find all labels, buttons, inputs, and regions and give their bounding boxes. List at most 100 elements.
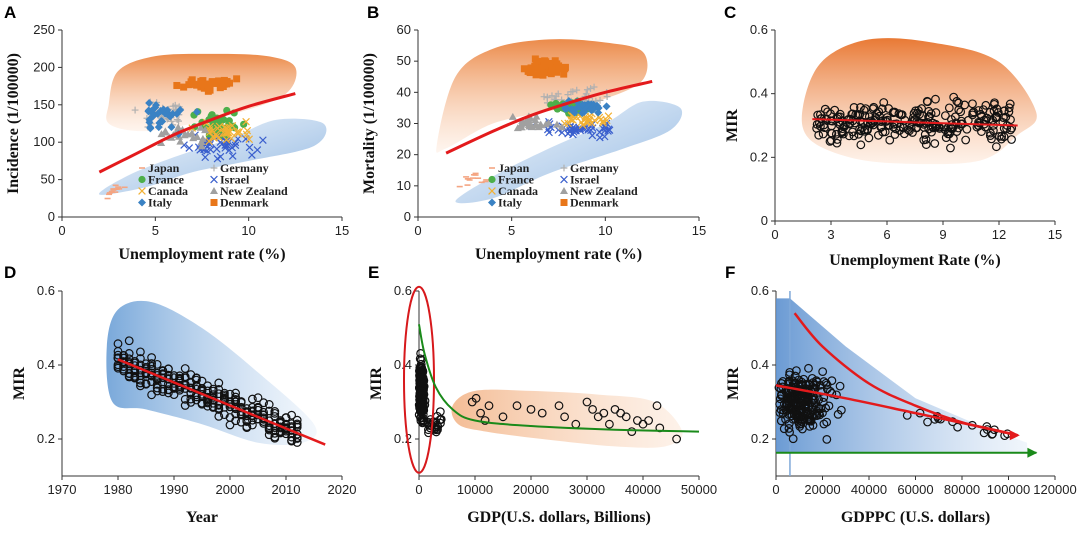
y-tick-label: 0.2 <box>394 431 412 446</box>
arrowhead-green <box>1027 447 1038 458</box>
data-point <box>804 363 813 373</box>
data-point-denmark <box>545 59 553 67</box>
legend-label-france: France <box>498 173 535 187</box>
data-point <box>927 127 936 137</box>
data-point <box>652 401 662 411</box>
x-tick-label: 0 <box>415 482 422 497</box>
data-point <box>940 111 950 121</box>
y-tick-label: 100 <box>33 134 55 149</box>
legend-marker-canada <box>138 187 146 195</box>
data-point <box>895 122 905 132</box>
x-tick-label: 60000 <box>897 482 933 497</box>
data-point <box>124 336 134 346</box>
data-point <box>287 410 297 420</box>
data-point <box>986 128 995 138</box>
data-point-italy <box>587 100 596 109</box>
data-point <box>782 393 792 403</box>
data-point <box>259 398 269 408</box>
y-tick-label: 0.4 <box>750 86 768 101</box>
data-point-israel <box>601 124 610 132</box>
data-point-germany <box>587 85 594 92</box>
x-tick-label: 1970 <box>48 482 77 497</box>
data-point-israel <box>570 128 578 136</box>
data-point <box>124 359 134 369</box>
data-point <box>214 378 224 388</box>
data-point-denmark <box>540 62 548 70</box>
data-point <box>793 416 803 426</box>
arrowhead-red <box>1009 430 1020 441</box>
y-tick-label: 150 <box>33 97 55 112</box>
data-point-italy <box>578 100 587 109</box>
data-point <box>197 376 207 386</box>
data-point <box>919 123 929 132</box>
data-point <box>856 140 866 150</box>
data-point <box>997 131 1007 141</box>
x-tick-label: 15 <box>335 223 349 238</box>
data-point <box>484 401 494 411</box>
data-point <box>231 392 241 402</box>
data-point-canada <box>235 128 244 136</box>
data-point <box>417 373 427 383</box>
data-point <box>163 364 173 374</box>
data-point <box>225 420 235 430</box>
x-tick-label: 0 <box>58 223 65 238</box>
data-point-newzealand <box>557 123 566 131</box>
data-point-denmark <box>539 71 547 79</box>
x-tick-label: 80000 <box>944 482 980 497</box>
data-point <box>418 391 427 401</box>
data-point <box>231 409 241 419</box>
data-point <box>621 412 631 422</box>
data-point <box>962 124 972 134</box>
data-point <box>948 133 958 143</box>
data-point <box>799 374 809 384</box>
data-point-denmark <box>531 62 539 70</box>
data-point <box>949 92 959 102</box>
panel-letter: B <box>367 3 379 22</box>
data-point <box>921 135 931 144</box>
data-point-germany <box>567 88 575 96</box>
data-point <box>253 403 263 413</box>
y-axis-label: MIR <box>11 367 28 400</box>
x-tick-label: 120000 <box>1033 482 1076 497</box>
data-point-germany <box>171 101 179 109</box>
data-point <box>911 106 921 116</box>
data-point-israel <box>213 154 222 163</box>
data-point-newzealand <box>531 115 540 123</box>
data-point <box>1005 99 1015 109</box>
trend-line <box>98 92 296 174</box>
data-point <box>247 420 257 430</box>
x-tick-label: 0 <box>414 223 421 238</box>
data-point-germany <box>131 106 139 114</box>
trend-line <box>445 79 653 155</box>
data-point <box>292 434 302 443</box>
legend-label-italy: Italy <box>148 196 172 210</box>
data-point-italy <box>167 123 176 132</box>
legend-label-israel: Israel <box>570 173 600 187</box>
y-tick-label: 0 <box>761 213 768 228</box>
data-point <box>954 105 964 115</box>
x-tick-label: 1990 <box>160 482 189 497</box>
data-point <box>231 416 241 426</box>
data-point-denmark <box>204 87 212 95</box>
y-tick-label: 0.4 <box>37 357 55 372</box>
x-axis-label: Unemployment Rate (%) <box>829 252 1001 269</box>
data-point <box>152 379 162 389</box>
x-tick-label: 40000 <box>625 482 661 497</box>
data-point <box>135 381 145 391</box>
legend-marker-germany <box>560 164 568 172</box>
data-point <box>926 109 936 119</box>
data-point <box>818 367 828 376</box>
data-point-italy <box>568 106 577 115</box>
data-point <box>672 434 681 444</box>
data-point <box>163 388 173 398</box>
data-point <box>826 135 836 145</box>
data-point-canada <box>599 117 607 125</box>
data-point <box>214 389 224 399</box>
data-point <box>795 421 805 431</box>
data-point-denmark <box>233 75 241 83</box>
data-point <box>231 388 241 398</box>
panel-c: C 0 3 6 9 12 15 0 0.2 0.4 0.6 Unemployment Rate (%)… <box>724 3 1062 269</box>
data-point <box>797 416 806 426</box>
data-point-canada <box>222 128 231 137</box>
